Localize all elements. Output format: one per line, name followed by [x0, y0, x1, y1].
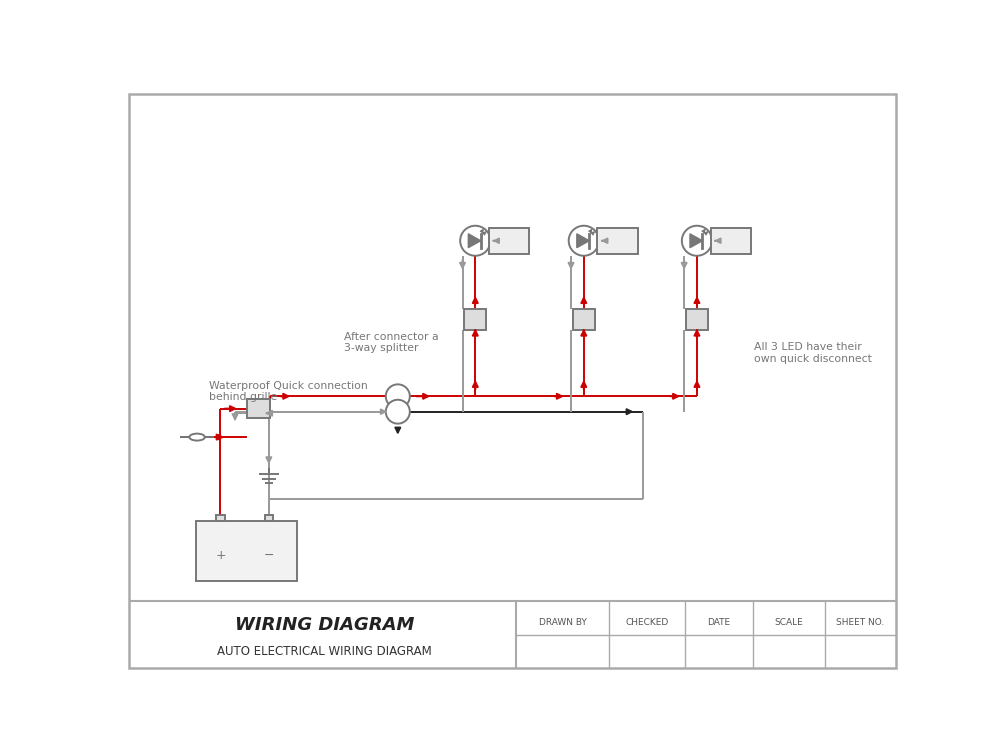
- Bar: [265, 515, 273, 521]
- Polygon shape: [690, 234, 702, 248]
- Text: CHECKED: CHECKED: [625, 618, 669, 627]
- Circle shape: [569, 226, 599, 256]
- Text: After connector a
3-way splitter: After connector a 3-way splitter: [344, 331, 438, 353]
- Ellipse shape: [189, 433, 205, 441]
- Bar: [247, 399, 270, 418]
- Circle shape: [460, 226, 490, 256]
- Bar: [711, 228, 751, 254]
- Text: DRAWN BY: DRAWN BY: [539, 618, 587, 627]
- Text: −: −: [264, 550, 274, 562]
- Circle shape: [682, 226, 712, 256]
- Bar: [597, 228, 638, 254]
- Circle shape: [386, 399, 410, 424]
- Text: AUTO ELECTRICAL WIRING DIAGRAM: AUTO ELECTRICAL WIRING DIAGRAM: [217, 645, 432, 658]
- Bar: [196, 521, 297, 581]
- Text: All 3 LED have their
own quick disconnect: All 3 LED have their own quick disconnec…: [754, 342, 872, 364]
- Text: DATE: DATE: [707, 618, 730, 627]
- Text: Waterproof Quick connection
behind grille: Waterproof Quick connection behind grill…: [209, 381, 367, 402]
- Circle shape: [386, 384, 410, 408]
- Polygon shape: [468, 234, 481, 248]
- Text: WIRING DIAGRAM: WIRING DIAGRAM: [235, 615, 414, 633]
- Bar: [489, 228, 529, 254]
- Bar: [686, 309, 708, 330]
- Bar: [216, 515, 225, 521]
- Text: SHEET NO.: SHEET NO.: [836, 618, 885, 627]
- Text: SCALE: SCALE: [774, 618, 803, 627]
- Bar: [573, 309, 595, 330]
- Text: +: +: [215, 550, 226, 562]
- Polygon shape: [577, 234, 589, 248]
- Bar: [464, 309, 486, 330]
